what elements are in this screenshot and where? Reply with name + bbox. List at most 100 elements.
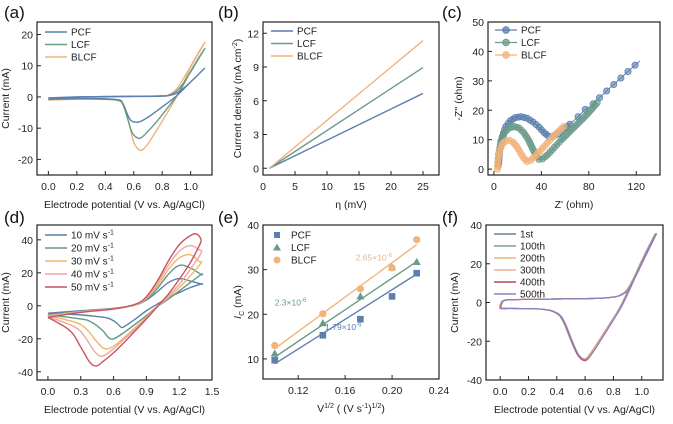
panel-f-legend-label: 100th (520, 242, 545, 253)
panel-d-x-tick-label: 0.6 (106, 386, 121, 398)
panel-f-legend-label: 400th (520, 278, 545, 289)
panel-c: 0 40 80 120 0 10 20 30 40 50 (c) Z' (ohm) -Z'' (ohm)… (442, 3, 661, 211)
panel-f-y-tick-label: -40 (467, 375, 482, 387)
panel-c-legend-item: LCF (495, 38, 540, 49)
panel-e-point-blcf (271, 341, 279, 350)
superscript: -1 (108, 230, 114, 237)
panel-a-legend-label: LCF (71, 40, 90, 51)
panel-d-legend-item: 50 mV s-1 (45, 282, 114, 294)
panel-a-y-tick-label: -20 (18, 154, 33, 166)
panel-c-point-pcf (624, 68, 632, 76)
panel-e-fit-pcf (274, 273, 418, 365)
panel-b-x-tick-label: 25 (417, 181, 429, 193)
panel-a-x-tick-label: 0.6 (126, 181, 141, 193)
panel-c-x-tick-label: 120 (628, 181, 646, 193)
panel-c-y-axis-title: -Z'' (ohm) (453, 76, 465, 120)
panel-a-x-tick-label: 0.2 (70, 181, 85, 193)
panel-e-slope-annotation-pcf: 1.79×10-6 (325, 322, 362, 332)
panel-f-legend-item: 200th (494, 254, 545, 265)
superscript: 1/2 (324, 403, 334, 410)
panel-b-plot-frame (262, 21, 440, 176)
panel-d-y-tick-label: 20 (21, 268, 33, 280)
text-span: 2.3×10 (275, 297, 302, 307)
panel-a-plot-frame (36, 21, 213, 176)
panel-c-y-tick-label: 10 (472, 135, 484, 147)
panel-e-point-pcf (413, 269, 421, 277)
panel-c-legend-label: PCF (521, 26, 541, 37)
panel-b-y-tick-label: 9 (253, 62, 259, 74)
panel-b-y-tick-label: 6 (253, 96, 259, 108)
panel-e-legend-label: BLCF (291, 256, 317, 267)
panel-b-x-axis-title: η (mV) (335, 199, 367, 211)
panel-d-panel-label: (d) (4, 208, 25, 227)
text-span: Current density (mA cm (232, 48, 244, 158)
panel-e-slope-annotation-blcf: 2.65×10-6 (356, 253, 393, 263)
panel-f-panel-label: (f) (442, 208, 458, 227)
panel-b-y-tick-label: 12 (247, 28, 259, 40)
panel-e-point-blcf (319, 310, 327, 318)
text-span: 20 mV s (71, 244, 108, 255)
panel-f-x-tick-label: 0.0 (493, 386, 508, 398)
text-span: 1.79×10 (325, 322, 356, 332)
panel-c-y-tick-label: 40 (472, 46, 484, 58)
panel-a-y-tick-label: 20 (21, 29, 33, 41)
panel-f-x-tick-label: 0.6 (578, 386, 593, 398)
panel-a-y-tick-label: 0 (27, 92, 33, 104)
text-span: V (317, 403, 324, 415)
panel-d-y-tick-label: 0 (27, 301, 33, 313)
panel-e-y-tick-label: 40 (247, 220, 259, 232)
panel-e-legend-item: LCF (273, 243, 310, 254)
panel-c-panel-label: (c) (442, 3, 462, 22)
panel-e-legend-label: LCF (291, 243, 310, 254)
panel-f-series-500th (500, 233, 658, 361)
panel-b-legend-item: BLCF (271, 52, 323, 63)
panel-b-legend-label: LCF (297, 39, 316, 50)
panel-c-x-tick-label: 40 (536, 181, 548, 193)
panel-c-point-pcf (631, 61, 639, 69)
panel-c-point-pcf (603, 87, 611, 95)
panel-f-legend-item: 400th (494, 278, 545, 289)
panel-a-panel-label: (a) (4, 3, 25, 22)
panel-d-legend-label: 20 mV s-1 (71, 243, 114, 255)
panel-e-panel-label: (e) (218, 208, 239, 227)
panel-f-legend-item: 300th (494, 266, 545, 277)
panel-a-x-tick-label: 0.8 (155, 181, 170, 193)
panel-a-y-axis-title: Current (mA) (0, 68, 12, 129)
panel-e-legend-item: BLCF (273, 256, 317, 267)
panel-e-point-lcf (356, 292, 365, 300)
panel-b-panel-label: (b) (218, 3, 239, 22)
panel-e-fit-blcf (274, 244, 418, 350)
panel-f-legend-label: 1st (520, 230, 534, 241)
panel-c-x-axis-title: Z' (ohm) (555, 199, 594, 211)
panel-e-y-axis-title: IC (mA) (232, 285, 246, 319)
panel-e-legend-label: PCF (291, 231, 311, 242)
panel-e-point-blcf (388, 264, 396, 272)
panel-c-point-pcf (610, 80, 618, 88)
panel-c-legend-marker (502, 38, 510, 47)
text-span: 50 mV s (71, 283, 108, 294)
panel-a-y-tick-label: 10 (21, 61, 33, 73)
panel-e-point-blcf (413, 236, 421, 244)
panel-a-legend-item: LCF (45, 40, 90, 51)
text-span: (mA) (232, 285, 244, 311)
panel-d-plot-frame (36, 224, 213, 381)
panel-d-x-axis-title: Electrode potential (V vs. Ag/AgCl) (44, 404, 205, 416)
text-span: ) (381, 403, 385, 415)
panel-c-legend-item: PCF (495, 26, 541, 37)
panel-f-legend-item: 1st (494, 230, 534, 241)
panel-e-legend-marker (273, 256, 281, 264)
panel-b-y-tick-label: 0 (253, 163, 259, 175)
panel-b-series-blcf (268, 40, 424, 169)
panel-e-x-tick-label: 0.24 (429, 385, 450, 397)
panel-d-y-axis-title: Current (mA) (0, 272, 12, 333)
panel-a: 0.0 0.2 0.4 0.6 0.8 1.0 -20 -10 0 10 20 (a) Electrod… (0, 3, 213, 211)
panel-d-legend-label: 10 mV s-1 (71, 230, 114, 242)
panel-c-legend-label: BLCF (521, 51, 547, 62)
panel-b-x-tick-label: 0 (260, 181, 266, 193)
panel-d-y-tick-label: -40 (18, 367, 33, 379)
panel-e-x-tick-label: 0.12 (288, 385, 309, 397)
superscript: 1/2 (372, 403, 382, 410)
panel-d-legend-item: 20 mV s-1 (45, 243, 114, 255)
panel-c-legend-marker (502, 26, 510, 34)
